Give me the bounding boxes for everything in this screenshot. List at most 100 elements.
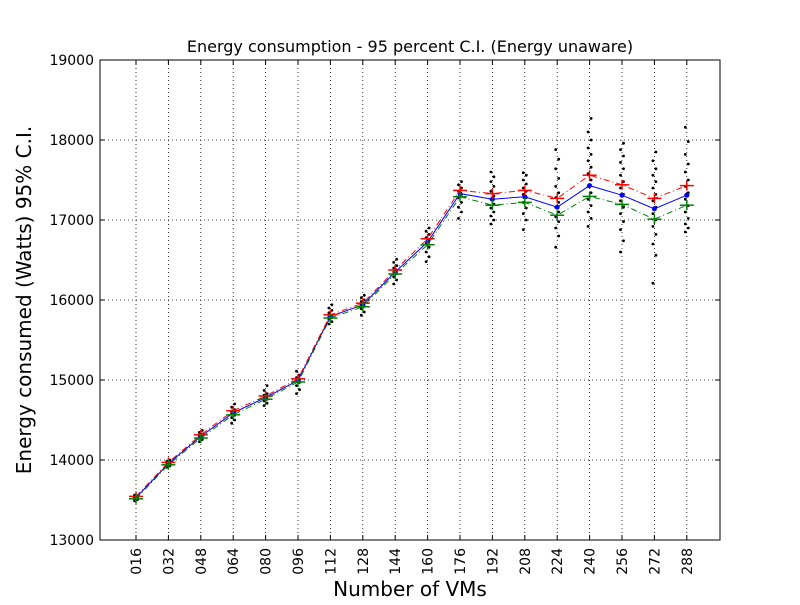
x-tick-label: 272 (647, 548, 663, 575)
sample-point (265, 392, 269, 395)
sample-point (619, 148, 622, 152)
sample-point (392, 282, 396, 286)
sample-point (651, 242, 655, 246)
sample-point (654, 253, 658, 257)
sample-point (427, 245, 431, 249)
sample-point (362, 298, 366, 302)
sample-point (524, 218, 528, 222)
sample-point (262, 404, 266, 407)
sample-point (489, 214, 493, 218)
x-tick-label: 160 (421, 548, 437, 575)
sample-point (524, 173, 528, 177)
sample-point (521, 212, 525, 216)
sample-point (295, 384, 298, 387)
sample-point (651, 281, 655, 285)
lower-ci-point (193, 433, 208, 443)
sample-point (424, 260, 428, 263)
sample-point (554, 185, 558, 188)
sample-point (619, 186, 622, 190)
sample-point (392, 261, 396, 264)
sample-point (589, 217, 593, 220)
lower-ci-point (679, 200, 694, 211)
mean-point (684, 192, 690, 198)
upper-ci-point (679, 180, 694, 191)
sample-point (651, 225, 655, 228)
sample-point (521, 228, 525, 232)
axes: 13000 14000 15000 16000 17000 18000 19000 016 03… (49, 53, 720, 575)
sample-point (651, 199, 655, 203)
sample-point (651, 186, 655, 190)
sample-point (230, 416, 234, 419)
sample-point (395, 257, 399, 261)
gridlines (100, 60, 720, 540)
sample-point (133, 499, 136, 503)
sample-point (395, 278, 399, 282)
sample-point (686, 217, 690, 220)
lower-ci-point (323, 313, 338, 323)
sample-point (492, 218, 496, 222)
sample-point (392, 275, 396, 279)
sample-point (686, 226, 690, 230)
sample-point (686, 178, 690, 182)
sample-point (489, 180, 493, 184)
sample-point (262, 399, 266, 403)
sample-point (683, 125, 687, 129)
x-tick-label: 128 (356, 548, 372, 575)
sample-point (427, 255, 431, 259)
x-tick-label: 256 (615, 548, 631, 575)
sample-point (686, 140, 690, 144)
sample-point (619, 199, 622, 203)
sample-point (622, 239, 625, 243)
sample-point (589, 204, 593, 208)
sample-point (427, 226, 431, 230)
upper-ci-line (135, 174, 687, 497)
sample-point (557, 234, 561, 238)
sample-point (586, 197, 590, 201)
sample-point (197, 431, 201, 434)
x-tick-label: 176 (453, 548, 469, 575)
x-tick-label: 064 (226, 548, 242, 575)
lower-ci-point (647, 214, 662, 225)
sample-point (295, 369, 298, 373)
sample-point (554, 245, 558, 249)
lower-ci-point (485, 200, 500, 211)
sample-point (524, 182, 528, 186)
sample-point (589, 165, 593, 169)
sample-point (492, 185, 496, 188)
sample-point (359, 313, 363, 317)
mean-point (619, 192, 625, 198)
sample-point (359, 307, 363, 311)
sample-point (554, 226, 558, 230)
sample-point (589, 191, 593, 195)
sample-point (557, 210, 561, 214)
sample-point (622, 167, 625, 171)
sample-point (327, 322, 331, 326)
sample-point (327, 311, 331, 315)
lower-ci-point (615, 199, 629, 210)
sample-point (200, 429, 204, 432)
sample-point (524, 206, 528, 210)
sample-point (586, 159, 590, 163)
sample-point (589, 138, 593, 142)
lower-ci-point (388, 269, 403, 279)
sample-point (557, 220, 561, 224)
y-tick-label: 18000 (49, 133, 94, 149)
sample-point (424, 250, 428, 254)
sample-point (557, 191, 561, 195)
upper-ci-point (550, 193, 565, 204)
x-tick-label: 288 (680, 548, 696, 575)
sample-point (683, 222, 687, 226)
sample-point (586, 210, 590, 214)
mean-point (554, 204, 560, 210)
sample-point (392, 266, 396, 270)
upper-ci-point (517, 185, 532, 196)
sample-point (586, 225, 590, 228)
upper-ci-point (582, 170, 597, 181)
sample-point (489, 222, 493, 226)
sample-point (298, 388, 301, 391)
sample-point (265, 384, 269, 387)
sample-point (651, 159, 655, 163)
sample-point (457, 217, 460, 220)
sample-point (233, 418, 237, 422)
